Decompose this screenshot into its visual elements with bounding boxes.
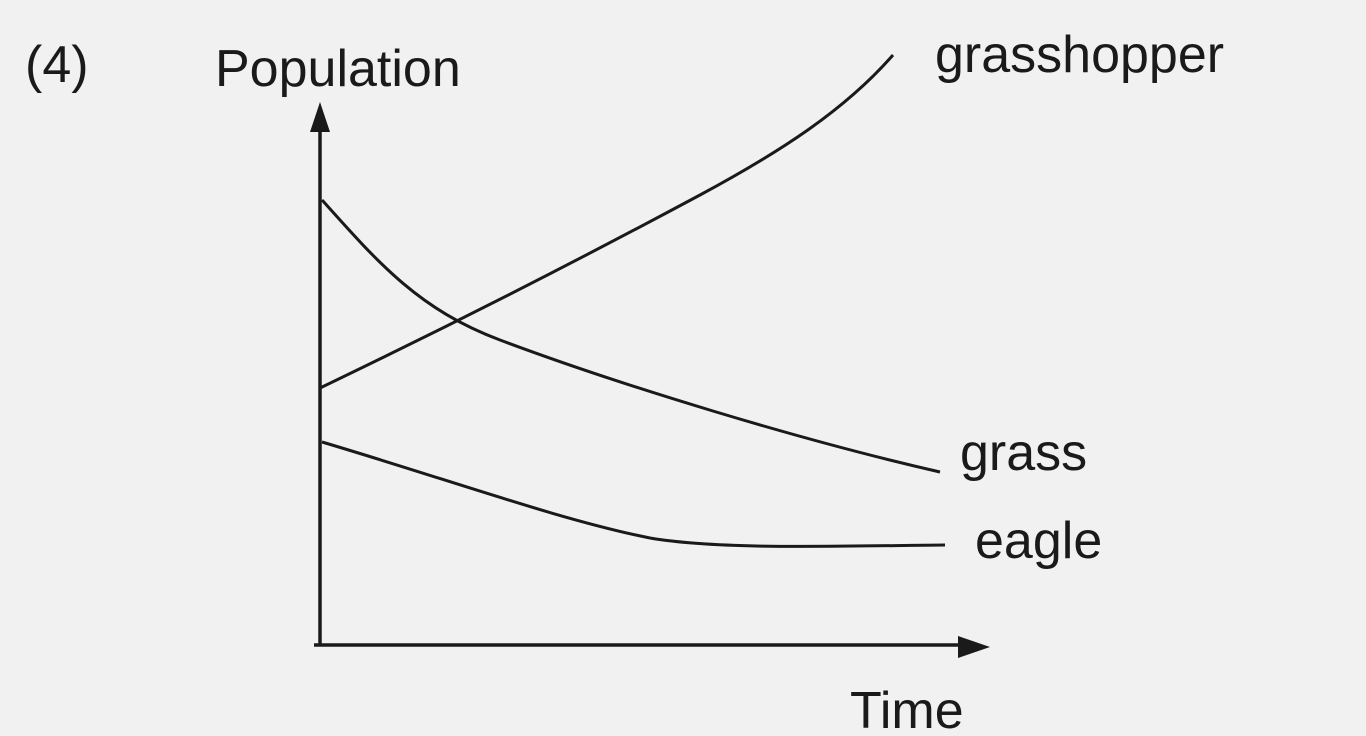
curve-label: grass (960, 424, 1087, 482)
eagle-curve (321, 440, 946, 548)
y-axis-arrow (310, 102, 330, 132)
x-axis-label: Time (850, 682, 964, 736)
grass-curve (320, 199, 941, 474)
grasshopper-curve (319, 54, 895, 390)
curve-label: grasshopper (935, 26, 1224, 84)
question-label: (4) (25, 36, 89, 94)
x-axis-arrow (958, 636, 990, 658)
curve-label: eagle (975, 512, 1102, 570)
y-axis-label: Population (215, 40, 461, 98)
